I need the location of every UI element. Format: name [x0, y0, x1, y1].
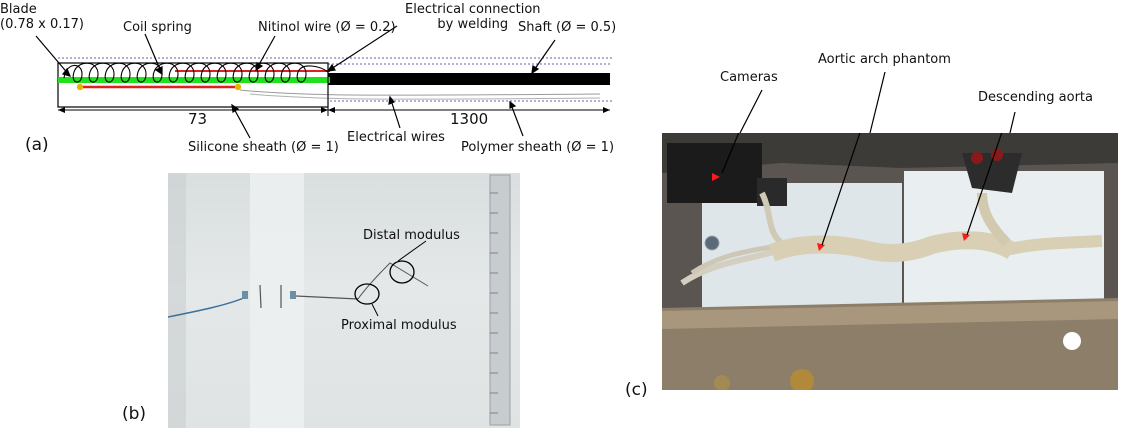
panel-c-tag: (c): [625, 380, 648, 400]
shaft-label: Shaft (Ø = 0.5): [518, 20, 617, 35]
blade: [58, 77, 330, 83]
proximal-modulus-circle: [354, 283, 380, 305]
coil-spring: [63, 62, 329, 83]
instrument-photo-drawing: [168, 173, 511, 428]
dimension-left-value: 73: [188, 110, 208, 128]
distal-modulus-label: Distal modulus: [363, 228, 460, 243]
panel-a-tag: (a): [25, 135, 49, 155]
cameras-label: Cameras: [720, 70, 778, 85]
experimental-setup-drawing: [662, 133, 1118, 390]
electrical-wire: [249, 93, 601, 100]
electrical-connection-label: Electrical connection by welding: [405, 2, 541, 32]
panel-b-tag: (b): [122, 404, 147, 424]
dimension-right-value: 1300: [450, 110, 489, 128]
descending-aorta-label: Descending aorta: [978, 90, 1093, 105]
distal-modulus-circle: [389, 260, 415, 284]
nitinol-wire-label: Nitinol wire (Ø = 0.2): [258, 20, 396, 35]
aortic-arch-phantom-shape: [768, 231, 1017, 262]
weld-point: [234, 83, 242, 91]
experimental-setup-photo: [662, 133, 1118, 390]
blade-label: Blade (0.78 x 0.17): [0, 2, 84, 32]
camera-body: [667, 143, 762, 203]
polymer-sheath-label: Polymer sheath (Ø = 1): [461, 140, 615, 155]
ruler-ticks: [490, 192, 498, 414]
coil-spring-label: Coil spring: [123, 20, 192, 35]
silicone-sheath-label: Silicone sheath (Ø = 1): [188, 140, 339, 155]
instrument-photo: Distal modulus Proximal modulus: [168, 173, 520, 428]
proximal-modulus-label: Proximal modulus: [341, 318, 457, 333]
ruler: [489, 174, 511, 426]
leader-arrows: [35, 25, 556, 139]
shaft: [328, 73, 610, 85]
electrical-wires-label: Electrical wires: [347, 130, 445, 145]
electrical-wire: [239, 89, 601, 96]
aortic-arch-phantom-label: Aortic arch phantom: [818, 52, 951, 67]
weld-point: [76, 83, 84, 91]
